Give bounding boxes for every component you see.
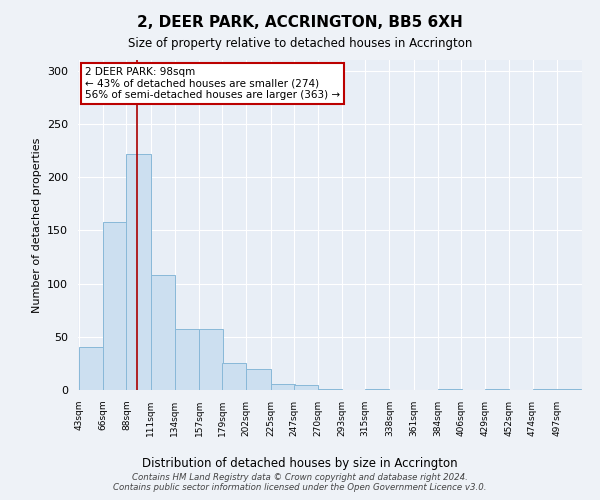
Text: Distribution of detached houses by size in Accrington: Distribution of detached houses by size …	[142, 458, 458, 470]
Y-axis label: Number of detached properties: Number of detached properties	[32, 138, 41, 312]
Bar	[485, 389, 509, 390]
Bar	[271, 384, 295, 390]
Bar	[438, 389, 462, 390]
Bar	[318, 389, 342, 390]
Bar	[175, 330, 199, 390]
Bar	[533, 389, 557, 390]
Bar	[293, 384, 318, 390]
Bar	[222, 364, 247, 390]
Bar	[199, 330, 223, 390]
Bar	[365, 389, 389, 390]
Text: 2 DEER PARK: 98sqm
← 43% of detached houses are smaller (274)
56% of semi-detach: 2 DEER PARK: 98sqm ← 43% of detached hou…	[85, 67, 340, 100]
Bar	[247, 368, 271, 390]
Text: 2, DEER PARK, ACCRINGTON, BB5 6XH: 2, DEER PARK, ACCRINGTON, BB5 6XH	[137, 15, 463, 30]
Text: Contains HM Land Registry data © Crown copyright and database right 2024.
Contai: Contains HM Land Registry data © Crown c…	[113, 473, 487, 492]
Text: Size of property relative to detached houses in Accrington: Size of property relative to detached ho…	[128, 38, 472, 51]
Bar	[103, 222, 127, 390]
Bar	[79, 348, 103, 390]
Bar	[151, 275, 175, 390]
Bar	[127, 154, 151, 390]
Bar	[557, 389, 581, 390]
